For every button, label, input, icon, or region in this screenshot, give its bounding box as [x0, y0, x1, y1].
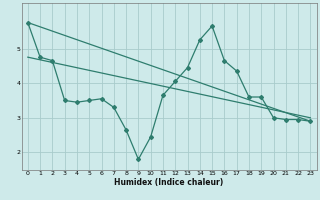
X-axis label: Humidex (Indice chaleur): Humidex (Indice chaleur) — [115, 178, 224, 187]
